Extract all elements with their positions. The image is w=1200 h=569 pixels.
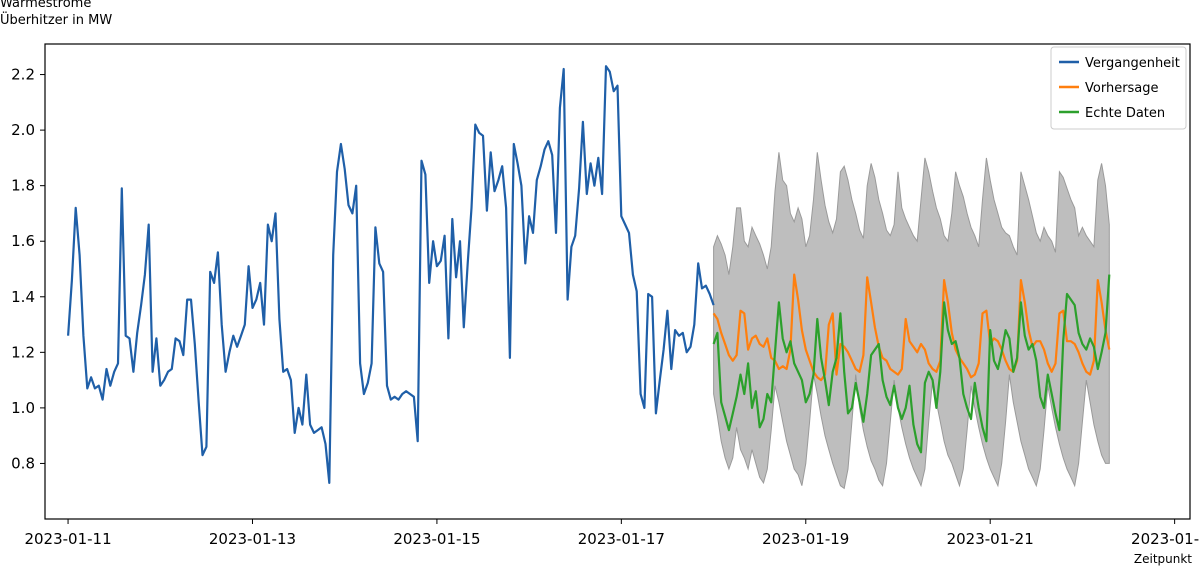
y-tick-label-2: 1.2 bbox=[11, 343, 35, 361]
x-axis-label: Zeitpunkt bbox=[1133, 552, 1192, 566]
y-tick-label-5: 1.8 bbox=[11, 177, 35, 195]
y-tick-label-0: 0.8 bbox=[11, 454, 35, 472]
x-tick-label-2: 2023-01-15 bbox=[393, 530, 480, 548]
plot-frame bbox=[44, 43, 1191, 520]
y-tick-label-3: 1.4 bbox=[11, 288, 35, 306]
legend-label-2: Vorhersage bbox=[1085, 81, 1159, 96]
series-line-3 bbox=[712, 274, 1111, 454]
x-tick-label-0: 2023-01-11 bbox=[24, 530, 111, 548]
axes-layer: 0.8 1.0 1.2 1.4 1.6 1.8 2.0 2.2 2023-01-11 2023-0… bbox=[11, 43, 1200, 548]
y-tick-label-6: 2.0 bbox=[11, 121, 35, 139]
x-tick-label-1: 2023-01-13 bbox=[209, 530, 296, 548]
x-tick-label-6: 2023-01-23 bbox=[1131, 530, 1200, 548]
y-tick-label-7: 2.2 bbox=[11, 66, 35, 84]
confidence-band-layer bbox=[713, 152, 1110, 490]
confidence-band bbox=[713, 152, 1110, 490]
y-tick-label-1: 1.0 bbox=[11, 399, 35, 417]
series-line-2 bbox=[712, 273, 1111, 382]
series-line-1 bbox=[67, 65, 715, 484]
legend-label-1: Vergangenheit bbox=[1085, 56, 1180, 71]
x-tick-label-5: 2023-01-21 bbox=[947, 530, 1034, 548]
x-tick-label-3: 2023-01-17 bbox=[578, 530, 665, 548]
x-tick-label-4: 2023-01-19 bbox=[762, 530, 849, 548]
legend: Vergangenheit Vorhersage Echte Daten bbox=[1050, 46, 1187, 130]
legend-box bbox=[1050, 46, 1187, 130]
y-tick-label-4: 1.6 bbox=[11, 232, 35, 250]
legend-label-3: Echte Daten bbox=[1085, 106, 1165, 121]
y-axis-label-line-1: Wärmeströme bbox=[0, 0, 92, 11]
series-layer bbox=[67, 65, 1111, 484]
y-axis-label-line-2: Überhitzer in MW bbox=[0, 13, 113, 28]
